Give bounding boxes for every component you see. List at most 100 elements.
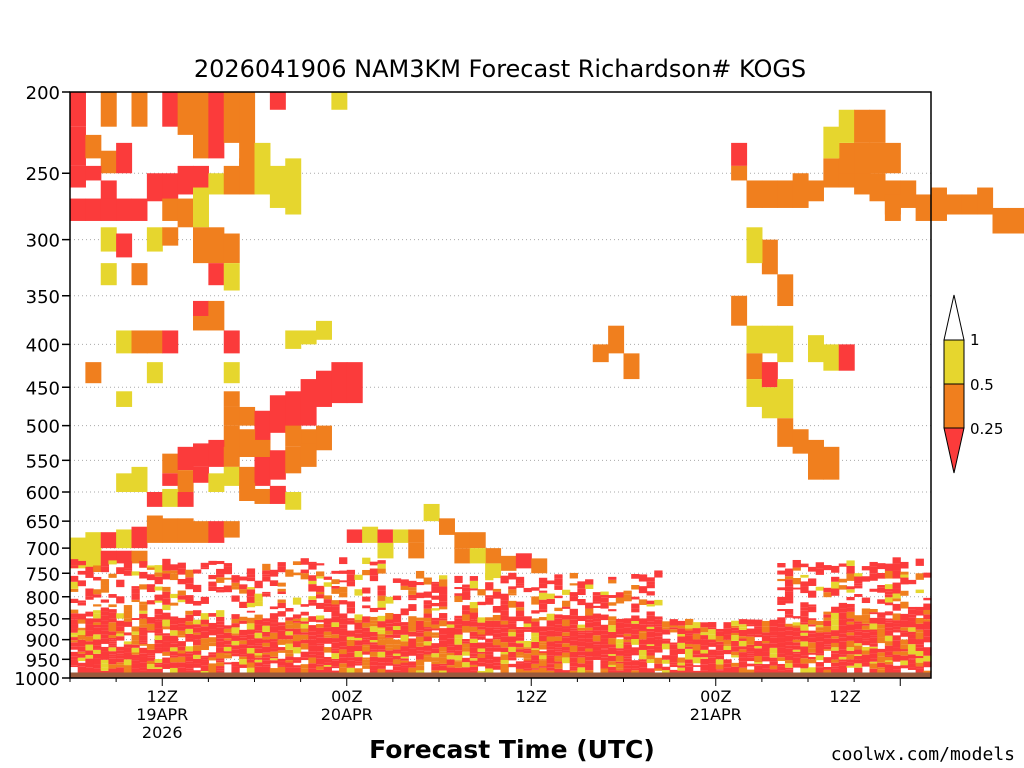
ri-cell (208, 173, 225, 195)
ri-cell (277, 639, 286, 645)
ri-cell (323, 624, 332, 628)
ri-cell (623, 639, 632, 643)
ri-cell (931, 187, 947, 221)
ri-cell (877, 612, 886, 618)
ri-cell (823, 634, 832, 639)
ri-cell (185, 668, 194, 671)
credit-text[interactable]: coolwx.com/models (831, 744, 1015, 765)
ri-cell (685, 648, 694, 655)
ri-cell (600, 614, 609, 621)
ri-cell (754, 646, 763, 649)
ri-cell (554, 614, 563, 619)
y-tick-label-500: 500 (26, 417, 60, 438)
ri-cell (800, 658, 809, 664)
ri-cell (208, 613, 217, 617)
ri-cell (900, 571, 909, 575)
ri-cell (685, 666, 694, 673)
ri-cell (454, 661, 463, 668)
ri-cell (177, 562, 186, 569)
ri-cell (85, 591, 94, 597)
ri-cell (846, 589, 855, 593)
ri-cell (323, 659, 332, 663)
ri-cell (508, 589, 517, 594)
ri-cell (116, 631, 125, 634)
ri-cell (808, 630, 817, 634)
ri-cell (108, 641, 117, 644)
ri-cell (692, 650, 701, 655)
ri-cell (154, 664, 163, 668)
ri-cell (746, 651, 755, 654)
ri-cell (216, 641, 225, 648)
ri-cell (784, 669, 794, 673)
ri-cell (146, 649, 156, 654)
ri-cell (262, 666, 271, 673)
ri-cell (754, 662, 763, 664)
ri-cell (769, 631, 778, 636)
ri-cell (146, 643, 156, 650)
ri-cell (754, 619, 763, 627)
ri-cell (439, 601, 448, 607)
ri-cell (316, 637, 325, 644)
ri-cell (377, 665, 386, 669)
ri-cell (846, 640, 855, 648)
ri-cell (708, 639, 717, 643)
ri-cell (70, 640, 79, 643)
ri-cell (623, 633, 632, 637)
ri-cell (269, 648, 279, 652)
ri-cell (677, 662, 686, 666)
ri-cell (162, 565, 171, 571)
ri-cell (815, 621, 824, 626)
ri-cell (923, 614, 932, 620)
ri-cell (254, 643, 263, 646)
ri-cell (485, 668, 494, 673)
ri-cell (169, 647, 179, 652)
ri-cell (777, 647, 786, 650)
ri-cell (246, 662, 256, 668)
ri-cell (900, 651, 909, 656)
ri-cell (761, 632, 771, 636)
ri-cell (777, 180, 794, 208)
ri-cell (746, 644, 755, 648)
ri-cell (792, 657, 801, 664)
ri-cell (462, 647, 471, 652)
ri-cell (93, 565, 102, 573)
ri-cell (854, 621, 863, 624)
ri-cell (139, 627, 148, 630)
ri-cell (769, 669, 778, 673)
ri-cell (462, 620, 471, 626)
ri-cell (216, 574, 225, 578)
ri-cell (723, 634, 732, 640)
ri-cell (884, 597, 894, 603)
ri-cell (692, 644, 701, 651)
ri-cell (254, 657, 263, 660)
ri-cell (162, 612, 171, 620)
ri-cell (323, 635, 332, 638)
ri-cell (446, 652, 455, 656)
ri-cell (431, 586, 440, 593)
legend: 10.50.25 (943, 294, 1003, 474)
ri-cell (654, 626, 663, 633)
ri-cell (538, 592, 548, 600)
ri-cell (400, 656, 409, 659)
ri-cell (354, 589, 363, 596)
ri-cell (354, 622, 363, 630)
ri-cell (831, 630, 840, 637)
ri-cell (677, 665, 686, 668)
ri-cell (123, 644, 133, 648)
ri-cell (100, 611, 110, 616)
ri-cell (423, 591, 432, 598)
ri-cell (262, 639, 271, 643)
ri-cell (554, 649, 563, 652)
ri-cell (392, 595, 402, 601)
ri-cell (254, 593, 263, 599)
ri-cell (385, 630, 394, 635)
ri-cell (308, 616, 317, 622)
ri-cell (223, 625, 233, 629)
ri-cell (77, 627, 86, 631)
ri-cell (808, 180, 824, 202)
ri-cell (93, 648, 102, 650)
ri-cell (431, 617, 440, 621)
ri-cell (600, 630, 609, 635)
ri-cell (346, 610, 356, 614)
ri-cell (515, 640, 525, 644)
